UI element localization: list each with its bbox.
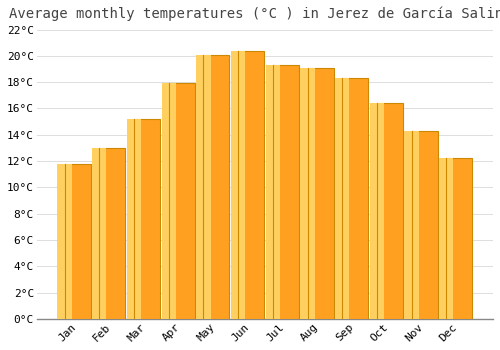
- Bar: [127, 119, 141, 319]
- Bar: [335, 78, 349, 319]
- Bar: [273, 65, 299, 319]
- Bar: [204, 55, 230, 319]
- Bar: [162, 84, 176, 319]
- Bar: [377, 103, 403, 319]
- Bar: [92, 148, 106, 319]
- Bar: [64, 164, 90, 319]
- Bar: [231, 51, 246, 319]
- Bar: [308, 68, 334, 319]
- Bar: [100, 148, 126, 319]
- Bar: [196, 55, 210, 319]
- Bar: [266, 65, 280, 319]
- Bar: [238, 51, 264, 319]
- Bar: [439, 159, 454, 319]
- Title: Average monthly temperatures (°C ) in Jerez de García Salinas: Average monthly temperatures (°C ) in Je…: [10, 7, 500, 21]
- Bar: [370, 103, 384, 319]
- Bar: [134, 119, 160, 319]
- Bar: [412, 131, 438, 319]
- Bar: [168, 84, 194, 319]
- Bar: [404, 131, 418, 319]
- Bar: [342, 78, 368, 319]
- Bar: [446, 159, 472, 319]
- Bar: [300, 68, 314, 319]
- Bar: [58, 164, 72, 319]
